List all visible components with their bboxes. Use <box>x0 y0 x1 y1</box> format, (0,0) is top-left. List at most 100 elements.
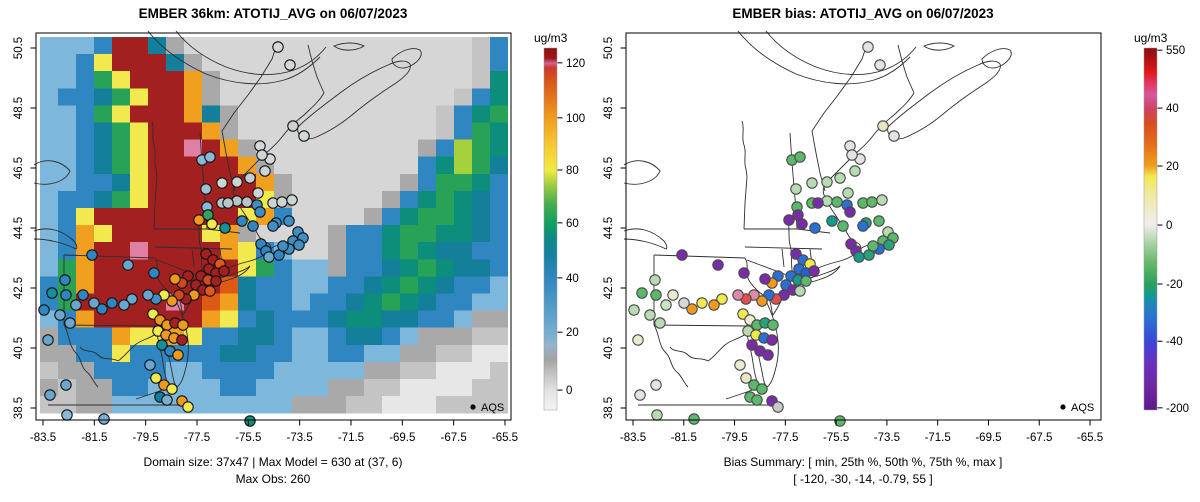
raster-cell <box>274 139 293 157</box>
raster-cell <box>76 173 95 192</box>
raster-cell <box>310 139 329 157</box>
raster-cell <box>454 276 473 294</box>
raster-cell <box>184 139 203 157</box>
raster-cell <box>274 361 293 380</box>
raster-cell <box>292 310 311 328</box>
raster-cell <box>364 396 383 414</box>
raster-cell <box>148 37 167 55</box>
raster-cell <box>346 310 365 328</box>
raster-cell <box>292 156 311 174</box>
obs-station-dot <box>126 293 138 305</box>
raster-cell <box>274 344 293 363</box>
obs-station-dot <box>259 165 271 177</box>
obs-station-dot <box>298 130 310 142</box>
raster-cell <box>310 88 329 106</box>
raster-cell <box>94 122 113 140</box>
obs-station-dot <box>756 383 768 395</box>
raster-cell <box>76 105 95 123</box>
raster-cell <box>94 327 113 345</box>
raster-cell <box>202 396 221 414</box>
raster-cell <box>94 139 113 157</box>
raster-cell <box>274 310 293 328</box>
raster-cell <box>310 173 329 192</box>
raster-cell <box>40 242 59 260</box>
obs-station-dot <box>740 372 752 384</box>
y-tick-label: 50.5 <box>603 37 615 59</box>
raster-cell <box>202 88 221 106</box>
raster-cell <box>220 293 239 311</box>
raster-cell <box>76 379 95 397</box>
raster-cell <box>58 156 77 174</box>
raster-cell <box>346 54 365 72</box>
raster-cell <box>58 105 77 123</box>
raster-cell <box>58 88 77 106</box>
raster-cell <box>436 225 455 243</box>
obs-station-dot <box>148 267 160 279</box>
obs-station-dot <box>834 415 846 427</box>
raster-cell <box>94 242 113 260</box>
raster-cell <box>454 208 473 226</box>
raster-cell <box>346 173 365 192</box>
raster-cell <box>328 88 347 106</box>
obs-station-dot <box>206 218 218 230</box>
raster-cell <box>346 88 365 106</box>
raster-cell <box>148 208 167 226</box>
raster-cell <box>256 310 275 328</box>
raster-cell <box>310 259 329 277</box>
raster-cell <box>292 71 311 89</box>
raster-cell <box>130 310 149 328</box>
x-tick-label: -77.5 <box>772 432 798 444</box>
obs-station-dot <box>873 215 885 227</box>
raster-cell <box>400 276 419 294</box>
raster-cell <box>346 242 365 260</box>
raster-cell <box>184 122 203 140</box>
left-caption-line2: Max Obs: 260 <box>236 472 311 486</box>
colorbar-tick-label: 550 <box>1166 45 1185 57</box>
raster-cell <box>418 259 437 277</box>
raster-cell <box>292 276 311 294</box>
raster-cell <box>472 379 491 397</box>
obs-station-dot <box>849 165 861 177</box>
right-colorbar-ticks: 550 40 20 0 -20 -40 -200 <box>1157 45 1189 415</box>
obs-station-dot <box>244 415 256 427</box>
raster-cell <box>274 173 293 192</box>
raster-cell <box>40 139 59 157</box>
raster-cell <box>40 156 59 174</box>
obs-station-dot <box>161 394 173 406</box>
raster-cell <box>490 190 509 209</box>
raster-cell <box>292 396 311 414</box>
left-x-axis: -83.5 -81.5 -79.5 -77.5 -75.5 -73.5 -71.5 -69.5… <box>30 420 518 444</box>
x-tick-label: -73.5 <box>287 432 313 444</box>
raster-cell <box>400 173 419 192</box>
raster-cell <box>454 88 473 106</box>
raster-cell <box>418 379 437 397</box>
x-tick-label: -75.5 <box>823 432 849 444</box>
obs-station-dot <box>172 349 184 361</box>
raster-cell <box>418 37 437 55</box>
raster-cell <box>436 71 455 89</box>
raster-cell <box>148 156 167 174</box>
raster-cell <box>400 139 419 157</box>
raster-cell <box>418 105 437 123</box>
obs-station-dot <box>263 251 275 263</box>
y-tick-label: 40.5 <box>603 337 615 359</box>
y-tick-label: 48.5 <box>13 97 25 119</box>
raster-cell <box>364 310 383 328</box>
raster-cell <box>40 361 59 380</box>
obs-station-dot <box>46 287 58 299</box>
obs-station-dot <box>738 267 750 279</box>
obs-station-dot <box>772 401 784 413</box>
left-obs-dots <box>38 41 310 427</box>
raster-cell <box>202 105 221 123</box>
raster-cell <box>184 344 203 363</box>
x-tick-label: -83.5 <box>620 432 646 444</box>
raster-cell <box>454 344 473 363</box>
raster-cell <box>184 88 203 106</box>
raster-cell <box>94 310 113 328</box>
raster-cell <box>274 293 293 311</box>
obs-station-dot <box>732 289 744 301</box>
raster-cell <box>454 105 473 123</box>
raster-cell <box>436 208 455 226</box>
obs-station-dot <box>98 413 110 425</box>
raster-cell <box>472 105 491 123</box>
